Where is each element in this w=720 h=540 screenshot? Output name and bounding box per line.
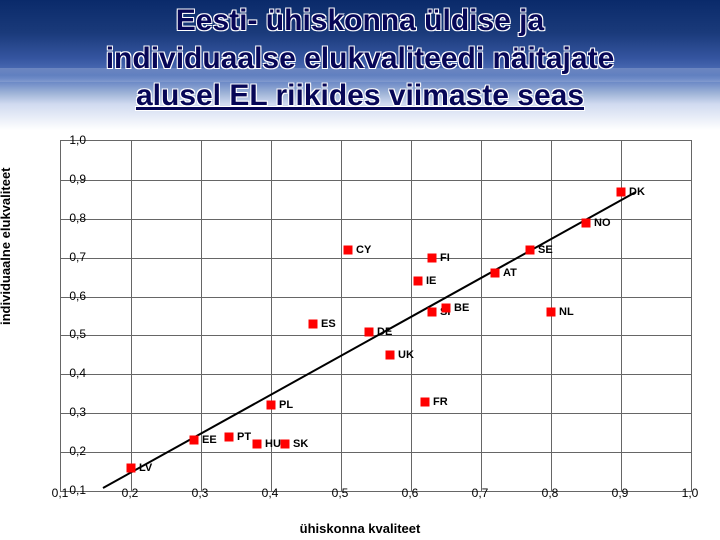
gridline-horizontal: [61, 374, 691, 375]
data-point-nl: [547, 308, 556, 317]
data-point-sk: [281, 440, 290, 449]
data-point-ie: [414, 277, 423, 286]
data-point-hu: [253, 440, 262, 449]
x-tick-label: 0,7: [472, 486, 489, 500]
data-point-be: [442, 304, 451, 313]
gridline-horizontal: [61, 258, 691, 259]
x-tick-label: 0,3: [192, 486, 209, 500]
y-tick-label: 0,8: [56, 211, 86, 225]
data-point-ee: [190, 436, 199, 445]
gridline-horizontal: [61, 180, 691, 181]
data-label-se: SE: [538, 244, 553, 256]
data-label-uk: UK: [398, 349, 414, 361]
data-label-dk: DK: [629, 186, 645, 198]
data-point-at: [491, 269, 500, 278]
y-tick-label: 0,6: [56, 289, 86, 303]
gridline-vertical: [341, 141, 342, 491]
x-tick-label: 0,9: [612, 486, 629, 500]
data-label-cy: CY: [356, 244, 371, 256]
data-point-es: [309, 319, 318, 328]
data-label-at: AT: [503, 267, 517, 279]
y-tick-label: 1,0: [56, 133, 86, 147]
data-label-pt: PT: [237, 431, 251, 443]
x-tick-label: 1,0: [682, 486, 699, 500]
x-tick-label: 0,6: [402, 486, 419, 500]
plot-area: LVEEPTHUSKPLESDECYUKFRSIBEIEFIATSENLNODK: [60, 140, 692, 492]
data-label-es: ES: [321, 318, 336, 330]
data-label-nl: NL: [559, 306, 574, 318]
data-point-fr: [421, 397, 430, 406]
gridline-vertical: [481, 141, 482, 491]
data-point-se: [526, 245, 535, 254]
gridline-horizontal: [61, 413, 691, 414]
data-label-pl: PL: [279, 399, 293, 411]
data-point-cy: [344, 245, 353, 254]
x-tick-label: 0,8: [542, 486, 559, 500]
data-label-lv: LV: [139, 462, 152, 474]
page-title: Eesti- ühiskonna üldise ja individuaalse…: [0, 2, 720, 115]
data-label-ie: IE: [426, 275, 436, 287]
data-label-hu: HU: [265, 438, 281, 450]
title-line-3: alusel EL riikides viimaste seas: [136, 79, 584, 112]
x-tick-label: 0,4: [262, 486, 279, 500]
x-axis-label: ühiskonna kvaliteet: [0, 521, 720, 536]
data-point-pt: [225, 432, 234, 441]
data-label-de: DE: [377, 326, 392, 338]
data-label-fi: FI: [440, 252, 450, 264]
y-tick-label: 0,2: [56, 444, 86, 458]
y-tick-label: 0,4: [56, 366, 86, 380]
y-tick-label: 0,5: [56, 327, 86, 341]
data-point-de: [365, 327, 374, 336]
data-point-si: [428, 308, 437, 317]
y-tick-label: 0,9: [56, 172, 86, 186]
data-point-no: [582, 218, 591, 227]
title-line-2: individuaalse elukvaliteedi näitajate: [106, 42, 615, 75]
y-axis-label: individuaalne elukvaliteet: [0, 168, 13, 326]
gridline-horizontal: [61, 297, 691, 298]
gridline-horizontal: [61, 452, 691, 453]
x-tick-label: 0,2: [122, 486, 139, 500]
data-point-lv: [127, 463, 136, 472]
y-tick-label: 0,1: [56, 483, 86, 497]
title-line-1: Eesti- ühiskonna üldise ja: [176, 4, 544, 37]
y-tick-label: 0,3: [56, 405, 86, 419]
data-label-be: BE: [454, 302, 469, 314]
data-label-ee: EE: [202, 434, 217, 446]
gridline-vertical: [131, 141, 132, 491]
data-label-no: NO: [594, 217, 611, 229]
data-label-fr: FR: [433, 396, 448, 408]
trend-line: [103, 192, 636, 489]
data-point-pl: [267, 401, 276, 410]
x-tick-label: 0,5: [332, 486, 349, 500]
y-tick-label: 0,7: [56, 250, 86, 264]
header-banner: Eesti- ühiskonna üldise ja individuaalse…: [0, 0, 720, 130]
scatter-chart: individuaalne elukvaliteet ühiskonna kva…: [0, 130, 720, 540]
data-label-sk: SK: [293, 438, 308, 450]
data-point-fi: [428, 253, 437, 262]
data-point-dk: [617, 187, 626, 196]
data-point-uk: [386, 350, 395, 359]
